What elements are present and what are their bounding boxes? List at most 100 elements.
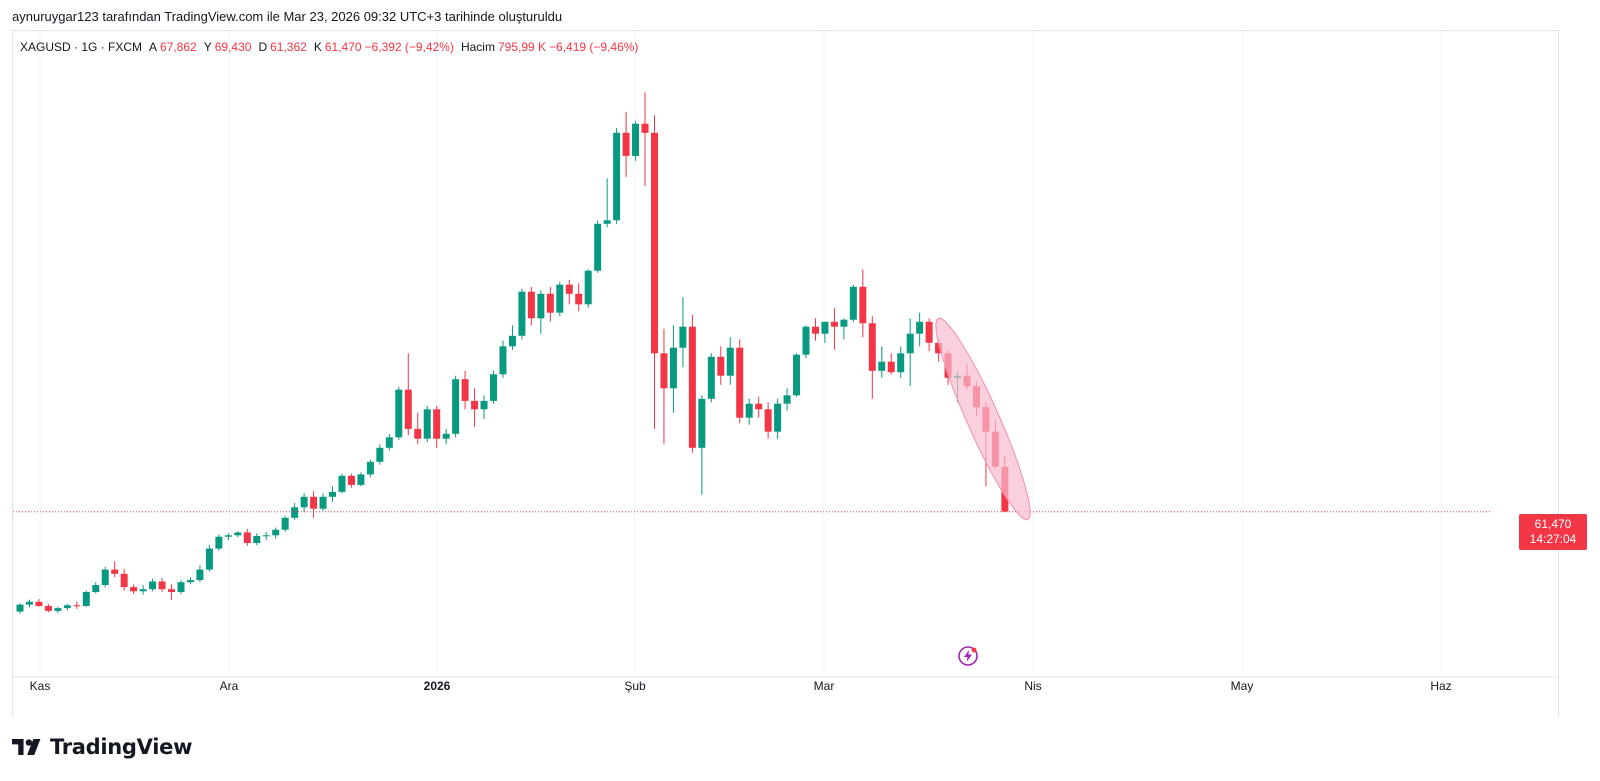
symbol-legend[interactable]: XAGUSD · 1G · FXCM A 67,862 Y 69,430 D 61,3… bbox=[20, 40, 638, 54]
tradingview-logo-icon bbox=[12, 739, 41, 755]
symbol-label[interactable]: XAGUSD · 1G · FXCM bbox=[20, 40, 143, 54]
candle-body bbox=[82, 592, 90, 606]
candle-body bbox=[63, 605, 71, 609]
candle-body bbox=[641, 123, 649, 133]
candle-body bbox=[25, 601, 33, 605]
candle-body bbox=[243, 532, 251, 543]
candle-body bbox=[783, 395, 791, 404]
candle-body bbox=[546, 293, 554, 313]
candle-body bbox=[471, 400, 479, 410]
candle-body bbox=[584, 270, 592, 305]
change-value: −6,392 (−9,42%) bbox=[364, 40, 454, 54]
bar-countdown: 14:27:04 bbox=[1529, 532, 1577, 546]
candle-body bbox=[660, 353, 668, 389]
candle-body bbox=[897, 353, 905, 373]
close-label: K bbox=[313, 40, 322, 54]
candle-body bbox=[130, 587, 138, 592]
candle-body bbox=[262, 535, 270, 537]
candle-body bbox=[717, 356, 725, 376]
candle-body bbox=[338, 475, 346, 492]
candle-body bbox=[149, 581, 157, 590]
volume-change-value: −6,419 (−9,46%) bbox=[549, 40, 639, 54]
candle-body bbox=[480, 400, 488, 410]
candle-body bbox=[650, 132, 658, 354]
open-label: A bbox=[149, 40, 158, 54]
candle-body bbox=[613, 132, 621, 221]
candle-body bbox=[745, 403, 753, 418]
x-tick-label: Ara bbox=[220, 679, 239, 693]
candle-body bbox=[111, 569, 119, 574]
candle-body bbox=[461, 379, 469, 401]
highlight-ellipse bbox=[935, 317, 1031, 521]
candle-body bbox=[537, 293, 545, 319]
candle-body bbox=[442, 433, 450, 439]
candle-body bbox=[234, 532, 242, 536]
volume-value: 795,99 K bbox=[497, 40, 547, 54]
candle-body bbox=[44, 606, 52, 611]
brand-name: TradingView bbox=[50, 735, 193, 759]
candle-body bbox=[736, 347, 744, 418]
candle-body bbox=[347, 475, 355, 485]
x-tick-label: Kas bbox=[30, 679, 51, 693]
candle-body bbox=[935, 342, 943, 354]
candle-body bbox=[575, 293, 583, 305]
candle-body bbox=[916, 321, 924, 334]
x-tick-label: Mar bbox=[814, 679, 835, 693]
candle-body bbox=[73, 605, 81, 607]
candle-body bbox=[196, 569, 204, 581]
candle-body bbox=[622, 132, 630, 156]
candle-body bbox=[158, 581, 166, 590]
candle-body bbox=[310, 496, 318, 509]
candle-body bbox=[366, 461, 374, 475]
candle-body bbox=[423, 409, 431, 439]
candle-body bbox=[793, 354, 801, 396]
low-label: D bbox=[258, 40, 268, 54]
candle-body bbox=[688, 326, 696, 448]
candle-body bbox=[821, 321, 829, 334]
candle-body bbox=[253, 536, 261, 543]
candle-body bbox=[632, 123, 640, 156]
candle-body bbox=[490, 374, 497, 401]
candle-body bbox=[878, 361, 886, 371]
candle-body bbox=[556, 284, 564, 313]
candle-body bbox=[849, 286, 857, 320]
volume-label: Hacim bbox=[460, 40, 495, 54]
x-tick-label: May bbox=[1231, 679, 1254, 693]
candle-body bbox=[186, 580, 194, 583]
tradingview-logo[interactable]: TradingView bbox=[12, 735, 192, 759]
candle-body bbox=[603, 220, 611, 224]
candle-body bbox=[224, 535, 232, 537]
candle-body bbox=[101, 569, 109, 585]
candle-body bbox=[726, 347, 734, 376]
chart-attribution: aynuruygar123 tarafından TradingView.com… bbox=[12, 9, 563, 24]
high-value: 69,430 bbox=[214, 40, 252, 54]
high-label: Y bbox=[203, 40, 212, 54]
candle-body bbox=[499, 346, 507, 375]
candle-body bbox=[755, 403, 763, 410]
candlestick-chart[interactable]: 130,000125,000120,000115,000110,000105,0… bbox=[13, 31, 1558, 717]
candle-body bbox=[376, 447, 384, 462]
candle-body bbox=[802, 326, 810, 355]
x-tick-label: Haz bbox=[1430, 679, 1451, 693]
candle-body bbox=[281, 517, 289, 530]
candle-body bbox=[300, 496, 308, 508]
candle-body bbox=[859, 286, 867, 324]
candle-body bbox=[518, 291, 526, 336]
chart-frame[interactable]: 130,000125,000120,000115,000110,000105,0… bbox=[12, 30, 1559, 717]
candle-body bbox=[925, 321, 933, 343]
candle-body bbox=[54, 608, 62, 611]
candle-body bbox=[120, 573, 128, 588]
candle-body bbox=[508, 335, 516, 347]
candle-body bbox=[830, 321, 838, 327]
lightning-bolt-icon[interactable] bbox=[957, 645, 979, 667]
candle-body bbox=[215, 536, 223, 549]
candle-body bbox=[811, 326, 819, 334]
candle-body bbox=[395, 389, 403, 438]
candle-body bbox=[385, 437, 393, 448]
candle-body bbox=[527, 291, 535, 319]
candle-body bbox=[319, 496, 327, 509]
candle-body bbox=[433, 409, 441, 439]
x-tick-label: Nis bbox=[1024, 679, 1041, 693]
open-value: 67,862 bbox=[160, 40, 197, 54]
candle-body bbox=[594, 223, 602, 271]
